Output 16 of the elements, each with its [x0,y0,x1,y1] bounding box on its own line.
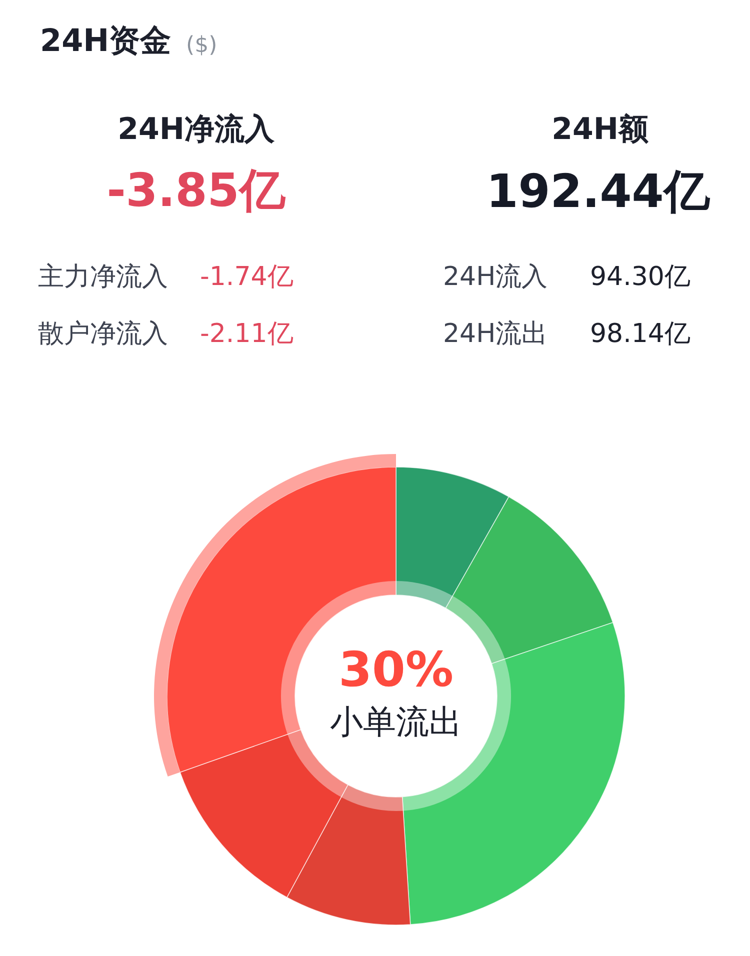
data-label: 30% [338,642,454,698]
text: 24H资金 [40,23,172,59]
text: 192.44亿 [486,164,711,218]
text: 24H净流入 [118,112,276,147]
text: -1.74亿 [200,262,294,292]
text: -2.11亿 [200,319,294,349]
text: ($) [186,33,218,58]
text: 98.14亿 [590,319,690,349]
text: 94.30亿 [590,262,690,292]
text: 主力净流入 [38,262,168,292]
text: 散户净流入 [38,319,168,349]
text: -3.85亿 [106,163,286,217]
text: 24H流入 [443,262,548,292]
text: 24H流出 [443,319,548,349]
text: 24H额 [552,112,648,147]
slice-label: 小单流出 [330,702,462,741]
